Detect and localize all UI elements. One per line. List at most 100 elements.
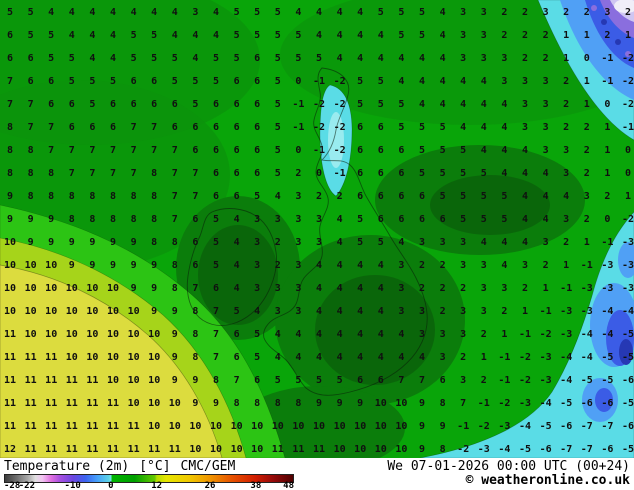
temperature-value: 10	[107, 306, 119, 317]
temperature-value: 3	[543, 7, 549, 18]
temperature-value: 4	[481, 145, 487, 156]
temperature-value: 2	[563, 99, 569, 110]
temperature-value: 4	[295, 352, 301, 363]
temperature-value: -2	[334, 122, 346, 133]
temperature-value: -3	[498, 421, 510, 432]
temperature-value: 3	[460, 260, 466, 271]
temperature-value: 5	[419, 122, 425, 133]
temperature-value: 2	[275, 260, 281, 271]
temperature-value: 7	[28, 122, 34, 133]
temperature-value: 3	[543, 145, 549, 156]
temperature-value: 10	[189, 444, 201, 455]
temperature-value: 6	[357, 122, 363, 133]
temperature-value: 6	[213, 145, 219, 156]
temperature-value: 10	[292, 421, 304, 432]
temperature-value: 10	[148, 329, 160, 340]
temperature-value: -5	[581, 375, 593, 386]
temperature-value: 5	[213, 237, 219, 248]
temperature-value: 8	[151, 237, 157, 248]
temperature-value: 5	[460, 191, 466, 202]
temperature-value: 2	[481, 375, 487, 386]
temperature-value: 3	[192, 7, 198, 18]
temperature-value: 2	[604, 191, 610, 202]
temperature-value: 3	[419, 237, 425, 248]
temperature-value: 7	[213, 352, 219, 363]
temperature-value: 4	[316, 283, 322, 294]
temperature-value: -4	[581, 329, 593, 340]
temperature-value: 1	[604, 122, 610, 133]
temperature-value: 11	[86, 398, 98, 409]
temperature-value: 3	[460, 306, 466, 317]
temperature-value: 9	[48, 214, 54, 225]
temperature-value: 4	[481, 122, 487, 133]
temperature-value: 10	[4, 237, 16, 248]
temperature-value: 0	[584, 53, 590, 64]
temperature-value: 9	[131, 237, 137, 248]
temperature-value: 10	[395, 398, 407, 409]
temperature-value: -1	[457, 421, 469, 432]
temperature-value: 5	[440, 168, 446, 179]
temperature-value: 11	[25, 444, 37, 455]
temperature-value: 4	[131, 7, 137, 18]
temperature-value: 10	[375, 421, 387, 432]
temperature-value: 5	[110, 76, 116, 87]
temperature-value: -1	[519, 329, 531, 340]
temperature-value: 3	[316, 214, 322, 225]
temperature-value: 6	[234, 352, 240, 363]
color-scale-ticks: -28 -22 -10 0 12 26 38 48	[4, 482, 294, 490]
temperature-value: 6	[357, 375, 363, 386]
temperature-value: -2	[622, 214, 634, 225]
temperature-value: 6	[234, 122, 240, 133]
temperature-value: 7	[131, 168, 137, 179]
temperature-value: 5	[234, 306, 240, 317]
temperature-value: 6	[131, 99, 137, 110]
temperature-value: 7	[110, 145, 116, 156]
temperature-value: 6	[213, 99, 219, 110]
temperature-value: 4	[378, 283, 384, 294]
temperature-value: 10	[231, 444, 243, 455]
temperature-value: 1	[563, 260, 569, 271]
temperature-value: 3	[481, 7, 487, 18]
temperature-value: 8	[172, 283, 178, 294]
temperature-value: 9	[151, 283, 157, 294]
temperature-value: 5	[151, 53, 157, 64]
temperature-value: 8	[172, 237, 178, 248]
temperature-value: 2	[543, 53, 549, 64]
temperature-value: 7	[89, 168, 95, 179]
temperature-value: 7	[192, 283, 198, 294]
temperature-value: 9	[48, 237, 54, 248]
temperature-value: 10	[4, 283, 16, 294]
temperature-value: -1	[601, 76, 613, 87]
temperature-value: 3	[543, 76, 549, 87]
temperature-value: -2	[622, 53, 634, 64]
temperature-value: 5	[213, 260, 219, 271]
region-lightblue-lowerright	[618, 242, 634, 278]
temperature-value: 6	[89, 122, 95, 133]
temperature-value: -1	[498, 352, 510, 363]
temperature-value: 5	[69, 53, 75, 64]
temperature-value: 2	[481, 329, 487, 340]
temperature-value: 10	[66, 352, 78, 363]
temperature-value: -7	[581, 444, 593, 455]
temperature-value: 1	[501, 329, 507, 340]
temperature-value: 10	[45, 283, 57, 294]
temperature-value: 8	[110, 191, 116, 202]
temperature-value: -1	[478, 398, 490, 409]
temperature-value: -6	[581, 398, 593, 409]
temperature-value: 5	[192, 99, 198, 110]
temperature-value: 10	[148, 398, 160, 409]
temperature-value: 6	[234, 76, 240, 87]
temperature-value: 11	[45, 398, 57, 409]
temperature-value: 6	[192, 260, 198, 271]
temperature-value: -6	[540, 444, 552, 455]
temperature-value: 2	[563, 122, 569, 133]
temperature-value: 4	[481, 99, 487, 110]
temperature-value: 11	[169, 444, 181, 455]
temperature-value: 4	[357, 306, 363, 317]
region-darker-green-midright	[430, 175, 550, 235]
temperature-value: 4	[522, 168, 528, 179]
temperature-value: -6	[601, 398, 613, 409]
temperature-value: 4	[110, 30, 116, 41]
temperature-value: 10	[86, 306, 98, 317]
temperature-value: 2	[522, 30, 528, 41]
